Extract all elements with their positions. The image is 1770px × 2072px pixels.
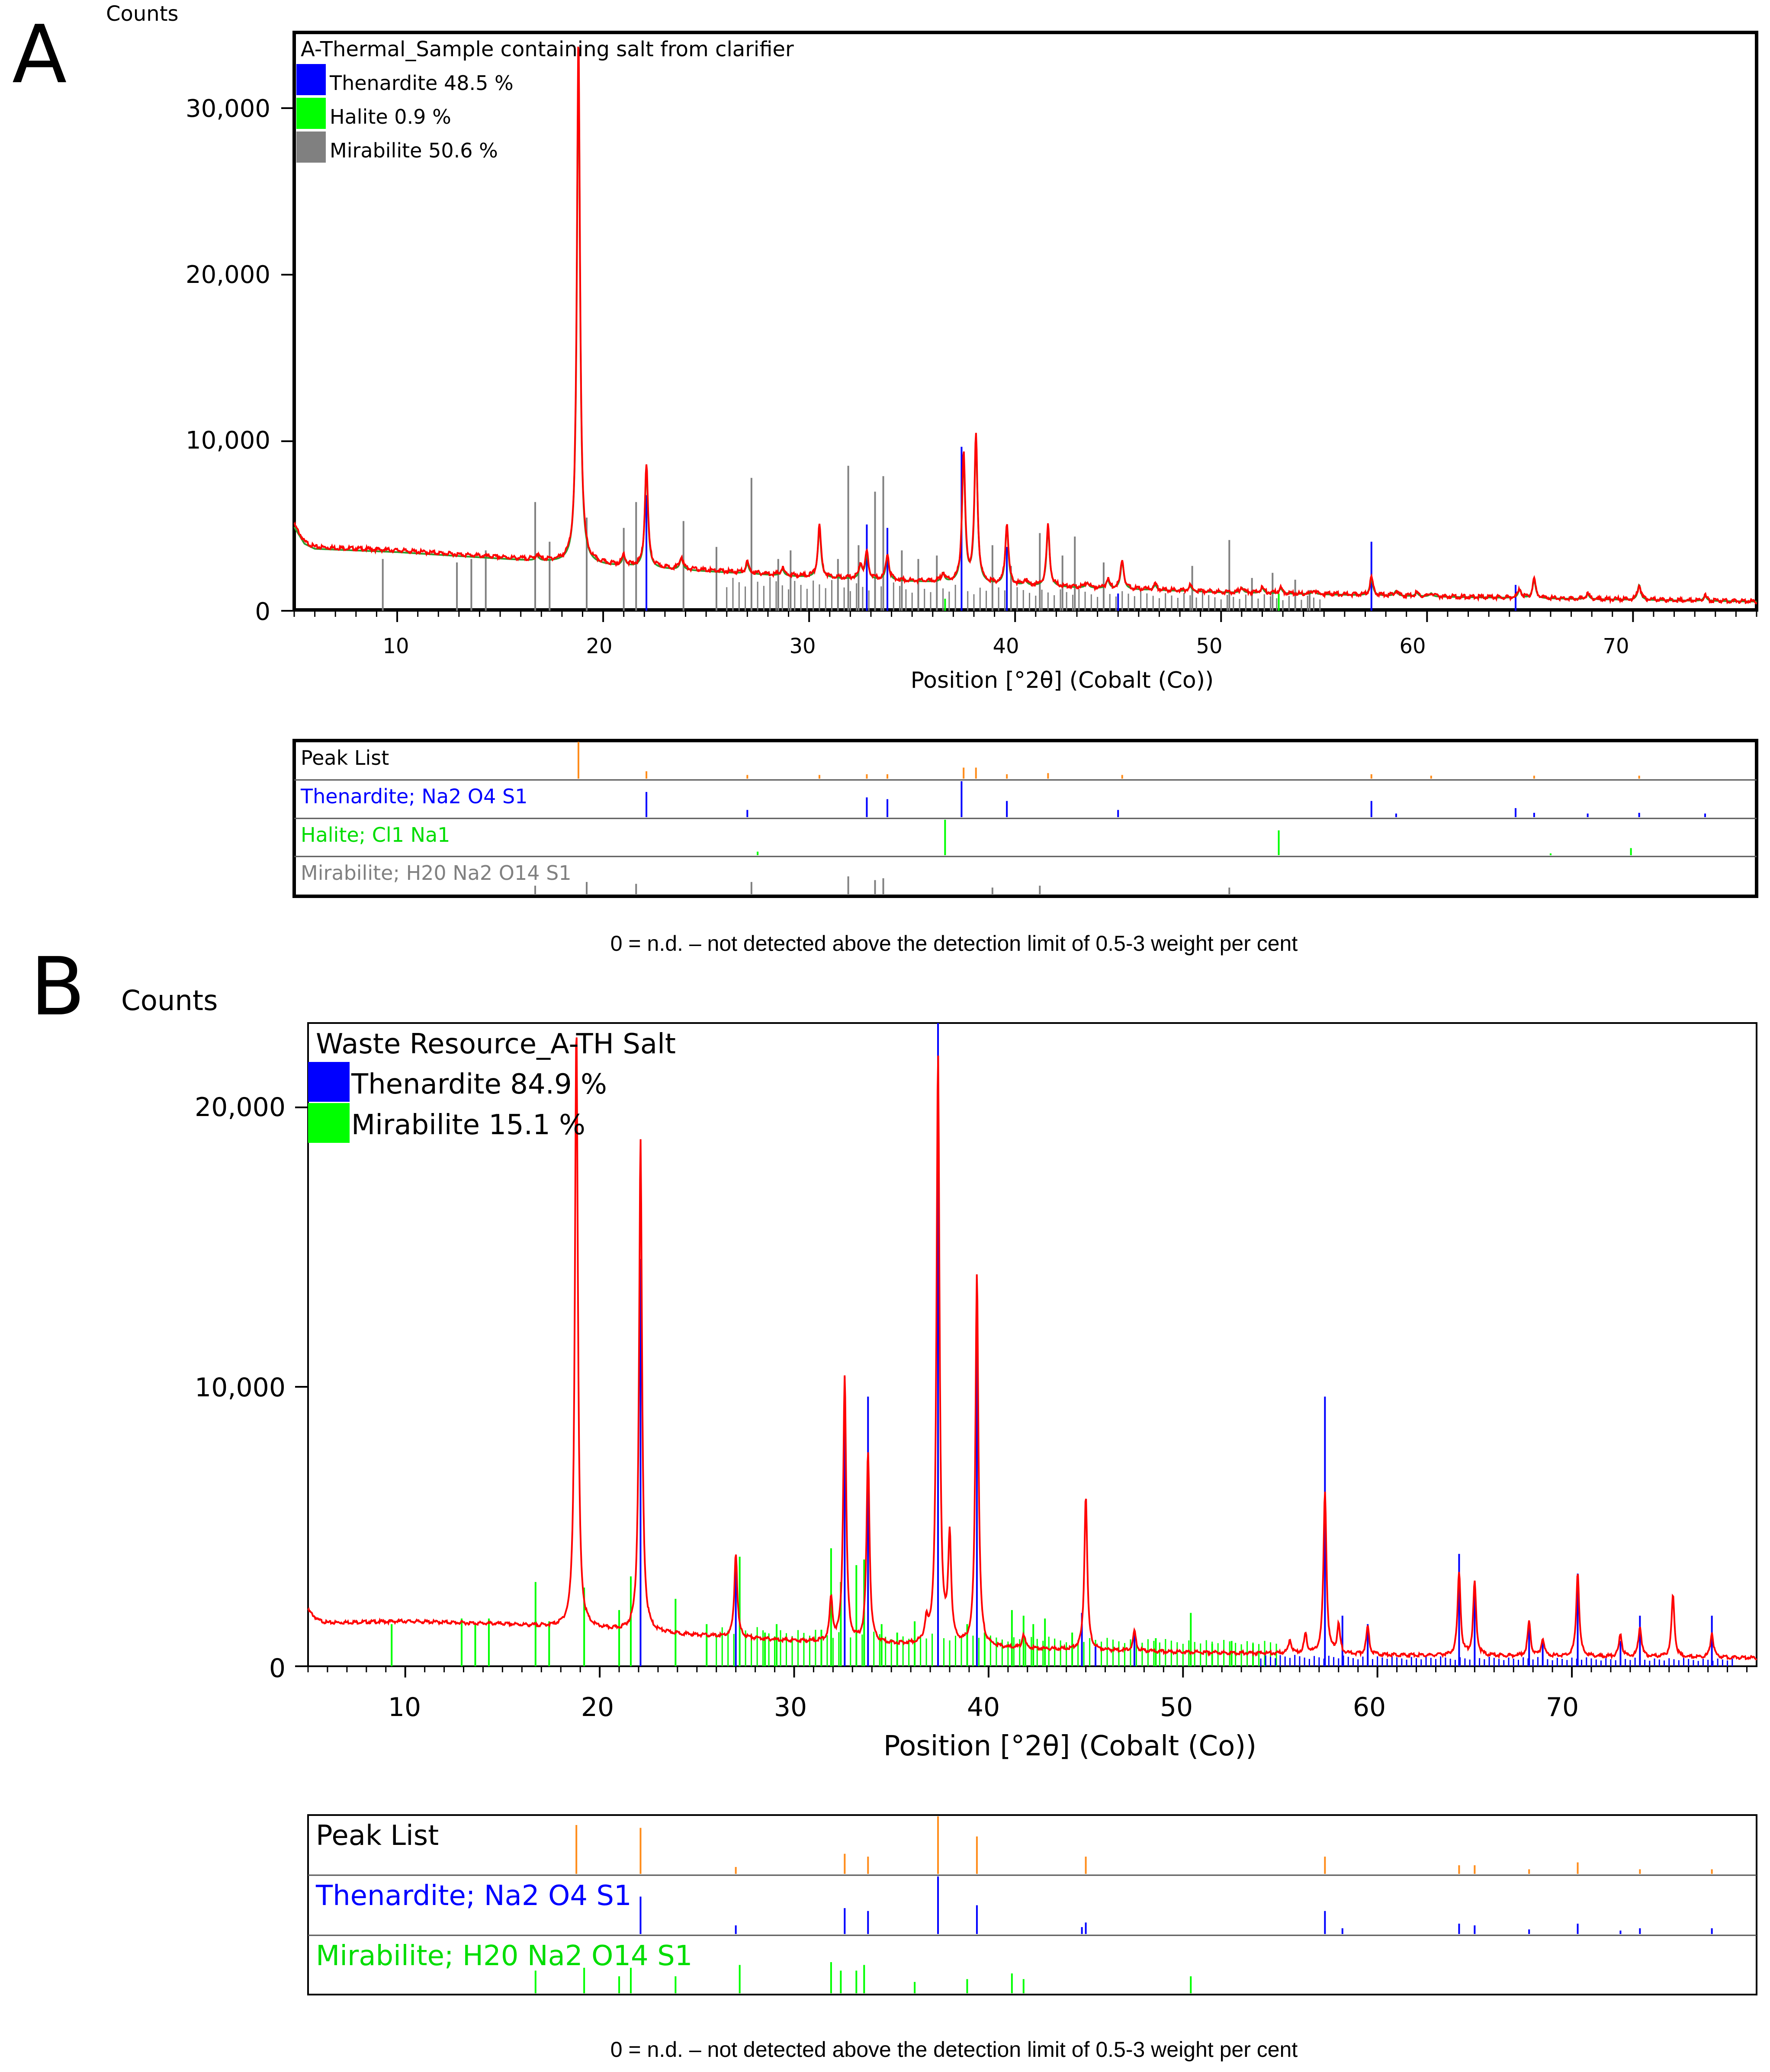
panel-b-legend-swatch-mirabilite (308, 1103, 350, 1143)
panel-b-mirabilite-sticks (534, 1962, 1192, 1993)
panel-a-label: A (12, 8, 67, 101)
panel-b-ytick-label: 0 (269, 1653, 286, 1684)
panel-a-plot-frame (292, 31, 1758, 612)
panel-a-peak-row-label: Thenardite; Na2 O4 S1 (300, 785, 528, 808)
panel-a-title: A-Thermal_Sample containing salt from cl… (301, 37, 794, 61)
panel-a-legend-label-halite: Halite 0.9 % (330, 105, 451, 128)
panel-a-footnote: 0 = n.d. – not detected above the detect… (610, 931, 1298, 956)
panel-a: A Counts 0 10,000 20,000 30,000 10 20 30… (12, 2, 1758, 956)
panel-a-xtick-label: 40 (993, 634, 1019, 658)
panel-b-peak-list-sticks (575, 1816, 1713, 1874)
panel-b-thenardite-reference-lines (639, 1023, 1733, 1666)
panel-a-thenardite-sticks (646, 781, 1706, 817)
panel-a-observed-pattern (293, 46, 1757, 605)
panel-a-ylabel: Counts (106, 2, 179, 26)
panel-b-observed-pattern (307, 1037, 1757, 1661)
panel-a-peak-row-label: Mirabilite; H20 Na2 O14 S1 (301, 861, 572, 885)
panel-b-peak-row-label: Thenardite; Na2 O4 S1 (315, 1880, 632, 1912)
panel-b-peak-row-label: Mirabilite; H20 Na2 O14 S1 (316, 1940, 692, 1972)
panel-a-peak-row-label: Peak List (301, 746, 389, 770)
panel-b-peak-list-frame (307, 1814, 1757, 1995)
panel-a-xtick-label: 70 (1603, 634, 1629, 658)
panel-b-ytick-label: 20,000 (195, 1092, 286, 1123)
panel-a-peak-row-label: Halite; Cl1 Na1 (301, 823, 450, 847)
panel-a-xtick-label: 20 (586, 634, 612, 658)
panel-a-ytick-label: 10,000 (186, 427, 270, 455)
panel-b-xtick-label: 70 (1546, 1692, 1579, 1722)
panel-b-xtick-label: 60 (1353, 1692, 1386, 1722)
panel-b-xlabel: Position [°2θ] (Cobalt (Co)) (883, 1730, 1256, 1762)
panel-a-xtick-label: 50 (1196, 634, 1222, 658)
panel-b-minor-ticks (307, 1666, 1748, 1677)
panel-b-xtick-label: 10 (388, 1692, 421, 1722)
panel-b-yticks: 0 10,000 20,000 (195, 1092, 308, 1684)
panel-b-mirabilite-reference-lines (391, 1548, 1277, 1666)
panel-a-legend-swatch-halite (296, 98, 326, 129)
panel-a-halite-reference-lines (944, 593, 1280, 611)
panel-b-xtick-label: 50 (1160, 1692, 1193, 1722)
panel-a-ytick-label: 20,000 (186, 261, 270, 289)
panel-a-halite-sticks (757, 820, 1632, 855)
panel-a-legend: A-Thermal_Sample containing salt from cl… (296, 37, 794, 163)
panel-b-footnote: 0 = n.d. – not detected above the detect… (610, 2037, 1298, 2062)
panel-a-peak-list: Peak List Thenardite; Na2 O4 S1 Halite; … (292, 739, 1758, 898)
panel-a-yticks: 0 10,000 20,000 30,000 (186, 95, 294, 626)
panel-b-legend-swatch-thenardite (308, 1062, 350, 1102)
panel-a-mirabilite-sticks (534, 876, 1230, 895)
panel-b-legend-label-thenardite: Thenardite 84.9 % (351, 1068, 607, 1100)
panel-a-peak-list-sticks (577, 742, 1640, 779)
panel-a-xtick-label: 10 (382, 634, 409, 658)
panel-b-peak-list: Peak List Thenardite; Na2 O4 S1 Mirabili… (307, 1814, 1757, 1995)
panel-b: B Counts 0 10,000 20,000 10 20 30 40 50 … (30, 940, 1757, 2062)
panel-b-thenardite-sticks (639, 1876, 1713, 1934)
panel-b-xtick-label: 20 (581, 1692, 614, 1722)
panel-b-xtick-label: 30 (774, 1692, 807, 1722)
panel-a-minor-ticks (293, 611, 1757, 622)
panel-b-label: B (30, 940, 85, 1033)
panel-b-xticks: 10 20 30 40 50 60 70 (307, 1666, 1748, 1722)
panel-a-legend-label-mirabilite: Mirabilite 50.6 % (330, 139, 498, 162)
panel-a-xticks: 10 20 30 40 50 60 70 (293, 611, 1757, 658)
panel-b-title: Waste Resource_A-TH Salt (316, 1028, 676, 1060)
panel-b-ylabel: Counts (121, 985, 218, 1017)
panel-a-ytick-label: 30,000 (186, 95, 270, 123)
panel-b-xtick-label: 40 (967, 1692, 1000, 1722)
panel-b-ytick-label: 10,000 (195, 1373, 286, 1403)
panel-a-xtick-label: 60 (1399, 634, 1426, 658)
panel-b-plot-frame (307, 1022, 1757, 1667)
panel-a-legend-swatch-thenardite (296, 64, 326, 95)
panel-a-ytick-label: 0 (255, 598, 270, 626)
panel-b-legend: Waste Resource_A-TH Salt Thenardite 84.9… (308, 1028, 676, 1143)
panel-b-legend-label-mirabilite: Mirabilite 15.1 % (351, 1109, 585, 1141)
panel-a-legend-label-thenardite: Thenardite 48.5 % (329, 71, 514, 95)
panel-b-peak-row-label: Peak List (316, 1820, 439, 1852)
panel-a-xlabel: Position [°2θ] (Cobalt (Co)) (911, 667, 1214, 693)
panel-a-xtick-label: 30 (789, 634, 816, 658)
panel-a-legend-swatch-mirabilite (296, 132, 326, 163)
